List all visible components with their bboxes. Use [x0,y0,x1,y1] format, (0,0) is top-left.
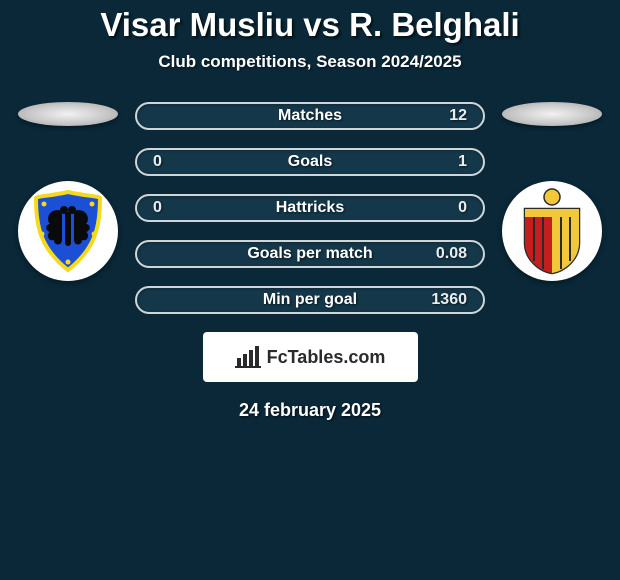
date-text: 24 february 2025 [0,400,620,421]
left-player-halo [18,102,118,126]
comparison-body: Matches12 0Goals1 0Hattricks0 Goals per mat… [0,102,620,314]
stat-row: Matches12 [135,102,485,130]
comparison-title: Visar Musliu vs R. Belghali [0,0,620,44]
stat-row: Goals per match0.08 [135,240,485,268]
comparison-subtitle: Club competitions, Season 2024/2025 [0,52,620,72]
right-team-badge [502,181,602,281]
stat-row: Min per goal1360 [135,286,485,314]
stat-label: Goals per match [137,245,483,263]
left-team-badge [18,181,118,281]
right-player-halo [502,102,602,126]
right-player-column [497,102,607,281]
brand-watermark: FcTables.com [203,332,418,382]
stat-label: Goals [137,153,483,171]
left-player-column [13,102,123,281]
stat-label: Min per goal [137,291,483,309]
left-team-crest-icon [30,190,106,272]
stats-column: Matches12 0Goals1 0Hattricks0 Goals per mat… [135,102,485,314]
bar-chart-icon [235,346,261,368]
stat-label: Hattricks [137,199,483,217]
stat-row: 0Hattricks0 [135,194,485,222]
stat-row: 0Goals1 [135,148,485,176]
brand-text: FcTables.com [267,347,386,368]
stat-label: Matches [137,107,483,125]
right-team-crest-icon [517,187,587,275]
